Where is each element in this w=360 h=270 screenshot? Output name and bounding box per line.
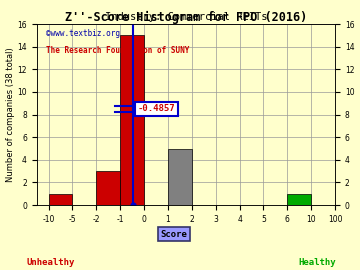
Text: Score: Score bbox=[161, 230, 188, 239]
Y-axis label: Number of companies (38 total): Number of companies (38 total) bbox=[5, 47, 14, 182]
Bar bbox=[96, 171, 120, 205]
Bar bbox=[168, 148, 192, 205]
Bar bbox=[287, 194, 311, 205]
Title: Z''-Score Histogram for FPO (2016): Z''-Score Histogram for FPO (2016) bbox=[65, 11, 307, 24]
Bar bbox=[49, 194, 72, 205]
Text: Healthy: Healthy bbox=[298, 258, 336, 266]
Text: -0.4857: -0.4857 bbox=[138, 104, 175, 113]
Text: Unhealthy: Unhealthy bbox=[26, 258, 75, 266]
Text: Industry: Commercial REITs: Industry: Commercial REITs bbox=[105, 12, 267, 22]
Text: The Research Foundation of SUNY: The Research Foundation of SUNY bbox=[46, 46, 189, 55]
Bar bbox=[120, 35, 144, 205]
Text: ©www.textbiz.org: ©www.textbiz.org bbox=[46, 29, 120, 39]
